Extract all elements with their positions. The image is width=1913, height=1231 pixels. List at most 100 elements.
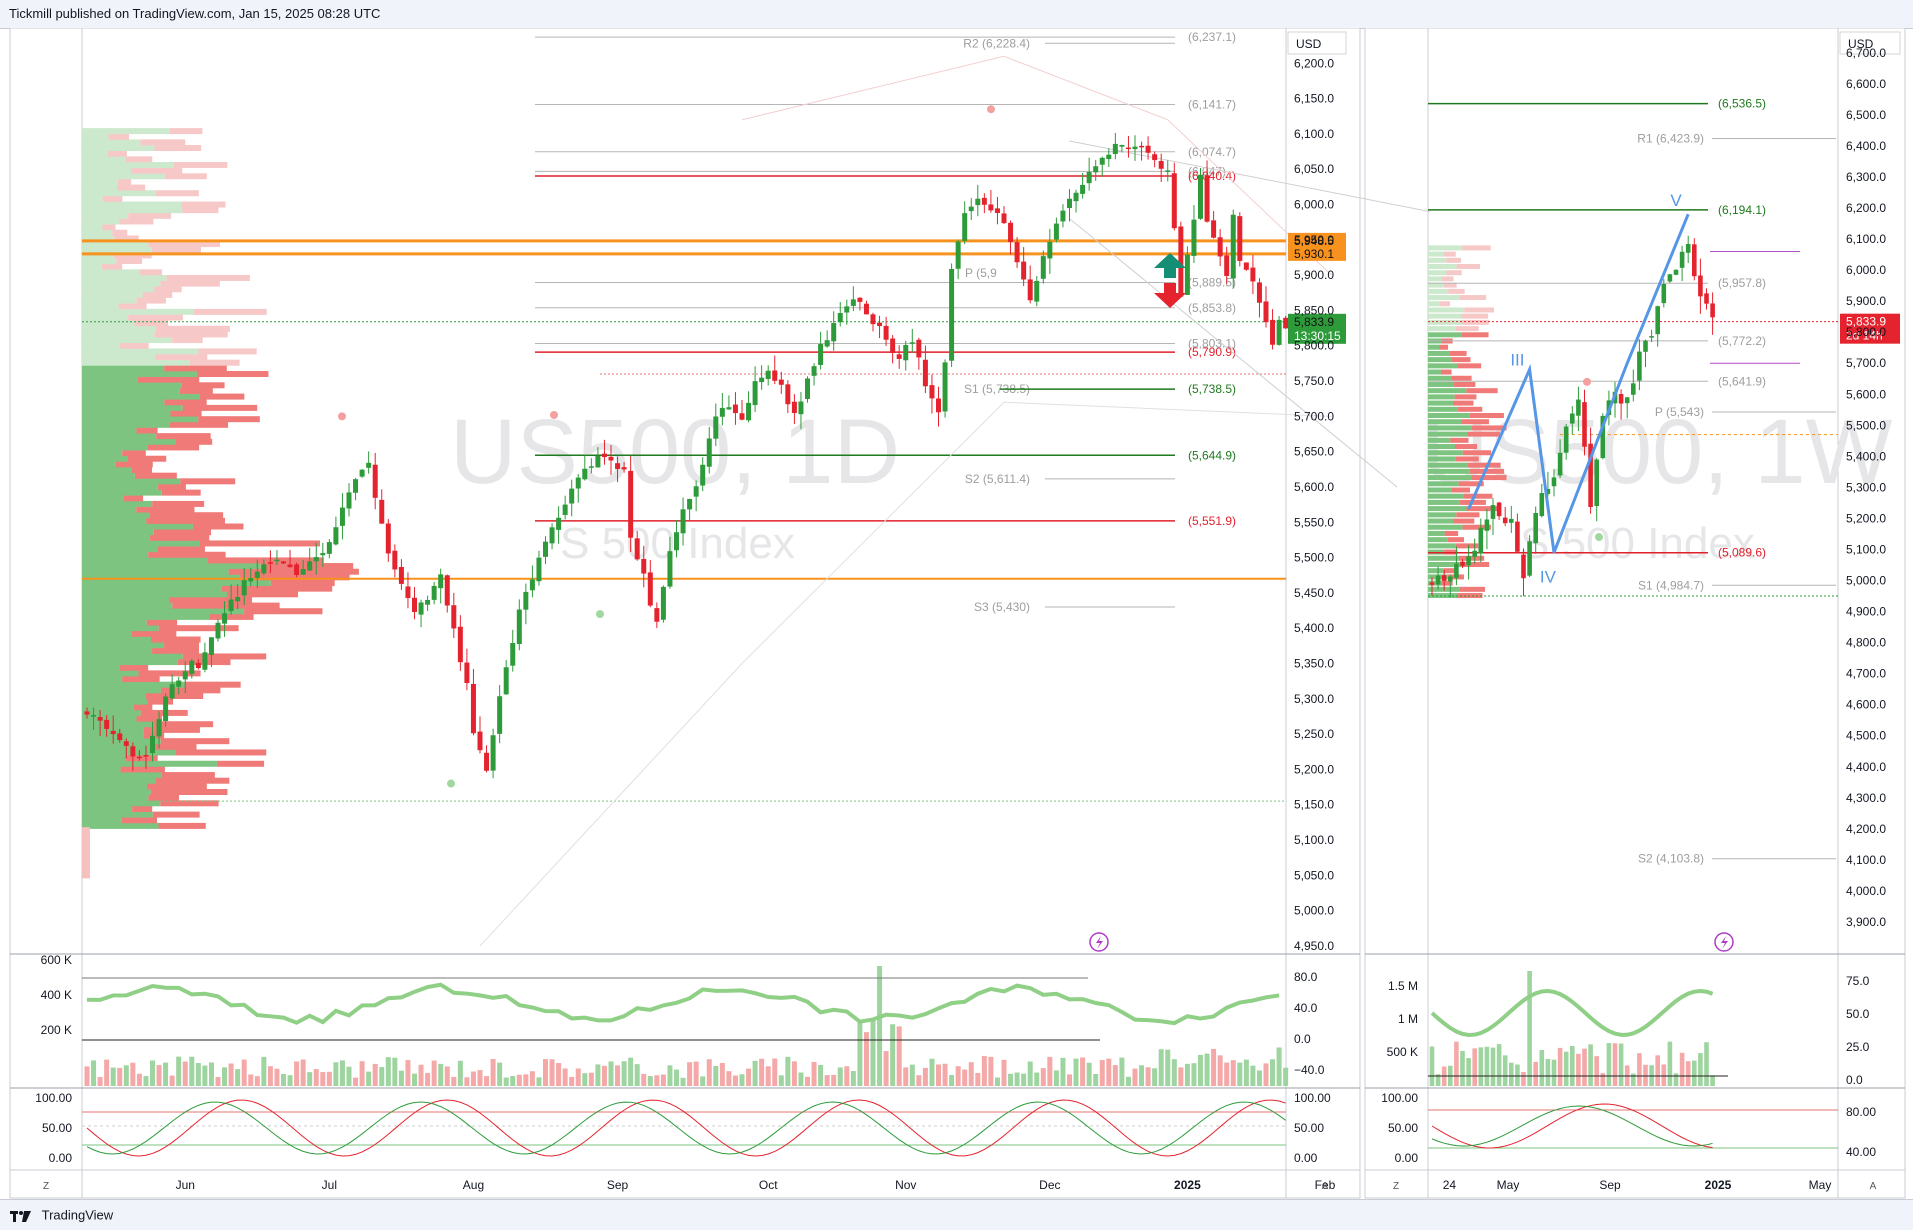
daily-candle [228,599,234,611]
volume-profile-bar [228,568,359,575]
volume-profile-bar [82,365,165,372]
daily-candle [412,597,417,612]
weekly-profile-bar [1461,313,1489,319]
daily-candle [647,572,653,606]
price-tag [1288,232,1346,248]
trend-line [1069,218,1398,488]
volume-bar [372,1063,378,1086]
daily-candle [418,602,424,615]
daily-candle [968,206,974,212]
weekly-profile-bar [1428,593,1458,599]
weekly-profile-bar [1454,394,1477,400]
daily-candle [281,561,286,564]
currency-label: USD [1296,37,1322,51]
volume-profile-bar [82,308,194,315]
weekly-profile-bar [1428,493,1464,499]
daily-candle [346,492,352,509]
pivot-marker [550,410,558,419]
volume-profile-bar [240,574,350,581]
volume-profile-bar [157,483,186,490]
volume-profile-bar [82,212,129,219]
volume-bar [562,1068,568,1086]
volume-bar [765,1066,771,1086]
volume-profile-bar [82,715,137,722]
volume-profile-bar [270,580,335,586]
volume-bar [962,1069,968,1086]
volume-profile-bar [221,585,333,592]
volume-profile-bar [154,145,202,152]
volume-profile-bar [82,805,133,812]
pivot-level-label: (5,803.1) [1188,337,1236,351]
daily-x-tick: Aug [463,1178,484,1192]
daily-y-tick: 5,100.0 [1294,833,1334,847]
volume-profile-bar [198,416,260,423]
volume-profile-bar [181,382,225,389]
weekly-candle [1618,394,1624,404]
volume-profile-bar [131,167,183,174]
volume-bar [543,1059,548,1086]
daily-candle [287,564,293,568]
daily-candle [837,313,843,323]
daily-candle [464,662,470,684]
daily-y-tick: 6,200.0 [1294,56,1334,70]
volume-bar [975,1072,981,1086]
daily-candle [706,438,712,467]
weekly-profile-bar [1428,586,1460,592]
volume-profile-bar [180,478,236,485]
weekly-volume-bar [1704,1042,1709,1086]
ind2-left-tick: 50.00 [42,1121,72,1135]
daily-candle [333,527,339,545]
weekly-profile-bar [1428,400,1454,406]
daily-candle [130,746,136,757]
volume-profile-bar [82,872,90,879]
daily-candle [805,378,810,399]
daily-candle [732,404,738,414]
daily-candle [1047,241,1053,259]
weekly-ind1-left-tick: 500 K [1387,1045,1418,1059]
weekly-y-tick: 6,300.0 [1846,170,1886,184]
volume-profile-bar [153,721,214,728]
volume-bar [732,1075,738,1086]
volume-bar [634,1064,640,1086]
weekly-candle [1551,477,1557,487]
volume-profile-bar [199,393,245,400]
daily-candle [857,297,863,302]
weekly-profile-bar [1428,537,1448,543]
weekly-currency-label: USD [1848,37,1874,51]
volume-profile-bar [82,455,128,462]
volume-bar [739,1074,745,1086]
volume-bar [693,1061,699,1086]
volume-profile-bar [82,540,200,547]
volume-profile-bar [149,512,224,519]
weekly-candle [1594,459,1599,506]
daily-candle [91,715,97,717]
volume-profile-bar [82,269,140,276]
volume-bar [1270,1059,1276,1086]
lightning-icon-glyph [1096,936,1103,949]
weekly-price-tag-text: 5,833.9 [1846,315,1886,329]
volume-bar [595,1064,601,1086]
volume-profile-bar [134,472,177,479]
publish-header: Tickmill published on TradingView.com, J… [0,0,1913,29]
down-arrow-icon [1154,283,1186,308]
volume-profile-bar [158,822,206,829]
daily-candle [189,660,195,674]
volume-profile-bar [82,591,227,598]
daily-candle [523,591,529,610]
volume-profile-bar [82,348,199,355]
daily-candle [1073,192,1079,202]
daily-candle [556,517,562,530]
weekly-candle [1460,561,1465,566]
volume-bar [706,1059,712,1086]
volume-profile-bar [82,585,222,592]
pivot-level-label: (5,551.9) [1188,514,1236,528]
weekly-volume-bar [1466,1058,1471,1086]
volume-profile-bar [82,608,245,615]
daily-candle [1243,262,1249,270]
volume-profile-bar [82,190,156,197]
volume-bar [778,1075,784,1086]
pivot-level-label: (6,040.4) [1188,169,1236,183]
volume-bar [385,1057,391,1086]
weekly-volume-bar [1515,1064,1520,1086]
daily-y-tick: 6,050.0 [1294,162,1334,176]
